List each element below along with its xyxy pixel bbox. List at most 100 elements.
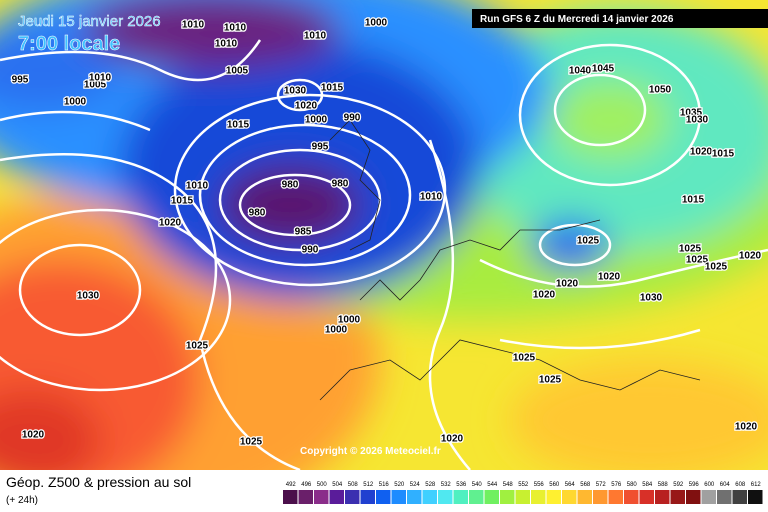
colorbar-label: 608 (735, 482, 746, 488)
colorbar-label: 552 (518, 482, 529, 488)
colorbar-label: 604 (720, 482, 731, 488)
colorbar-label: 504 (332, 482, 343, 488)
isobar-label: 1025 (186, 341, 209, 352)
isobar-label: 1025 (577, 236, 600, 247)
isobar-label: 1000 (325, 325, 348, 336)
isobar-label: 1015 (321, 83, 344, 94)
isobar-label: 1010 (89, 73, 112, 84)
colorbar-label: 568 (580, 482, 591, 488)
colorbar-swatch (717, 490, 732, 504)
colorbar-swatch (670, 490, 685, 504)
isobar-label: 1020 (159, 218, 182, 229)
colorbar-label: 512 (363, 482, 374, 488)
colorbar-label: 536 (456, 482, 467, 488)
colorbar-label: 540 (472, 482, 483, 488)
isobar-label: 1020 (598, 272, 621, 283)
colorbar-swatch (577, 490, 592, 504)
colorbar-label: 584 (642, 482, 653, 488)
isobar-label: 980 (249, 208, 266, 219)
colorbar-label: 596 (689, 482, 700, 488)
colorbar-label: 560 (549, 482, 560, 488)
colorbar: 492 496 500 504 508 512 516 520 524 528 532 536 540 5… (283, 482, 763, 504)
colorbar-swatch (531, 490, 546, 504)
isobar-label: 995 (312, 142, 329, 153)
colorbar-swatch (639, 490, 654, 504)
isobar-label: 1010 (224, 23, 247, 34)
colorbar-swatch (748, 490, 763, 504)
isobar-label: 1005 (226, 66, 249, 77)
colorbar-swatch (515, 490, 530, 504)
isobar-label: 1010 (304, 31, 327, 42)
colorbar-swatch (469, 490, 484, 504)
colorbar-label: 492 (286, 482, 297, 488)
isobar-label: 1030 (77, 291, 100, 302)
colorbar-swatch (329, 490, 344, 504)
colorbar-swatch (562, 490, 577, 504)
colorbar-swatch (624, 490, 639, 504)
colorbar-label: 528 (425, 482, 436, 488)
colorbar-swatch (500, 490, 515, 504)
isobar-label: 1000 (338, 315, 361, 326)
isobar-label: 1010 (215, 39, 238, 50)
time-label: 7:00 locale (18, 33, 120, 55)
isobar-label: 1030 (640, 293, 663, 304)
colorbar-label: 556 (534, 482, 545, 488)
colorbar-label: 496 (301, 482, 312, 488)
isobar-label: 1020 (295, 101, 318, 112)
colorbar-swatch (453, 490, 468, 504)
footer-subtitle: (+ 24h) (6, 495, 38, 506)
colorbar-swatch (314, 490, 329, 504)
isobar-label: 1000 (305, 115, 328, 126)
isobar-label: 1020 (556, 279, 579, 290)
isobar-label: 1025 (539, 375, 562, 386)
isobar-label: 1025 (705, 262, 728, 273)
isobar-label: 990 (302, 245, 319, 256)
colorbar-label: 588 (658, 482, 669, 488)
isobar-label: 1020 (739, 251, 762, 262)
isobar-label: 1040 (569, 66, 592, 77)
colorbar-label: 532 (441, 482, 452, 488)
colorbar-label: 520 (394, 482, 405, 488)
colorbar-swatch (407, 490, 422, 504)
isobar-label: 1005 (84, 80, 107, 91)
isobar-label: 980 (332, 179, 349, 190)
colorbar-label: 564 (565, 482, 576, 488)
colorbar-swatch (546, 490, 561, 504)
run-box (472, 9, 768, 28)
isobar-label: 995 (12, 75, 29, 86)
isobars (0, 39, 768, 470)
colorbar-label: 548 (503, 482, 514, 488)
isobar-label: 1020 (735, 422, 758, 433)
colorbar-swatch (283, 490, 298, 504)
colorbar-swatch (345, 490, 360, 504)
colorbar-label: 576 (611, 482, 622, 488)
isobar-label: 1020 (690, 147, 713, 158)
isobar-label: 1035 (680, 108, 703, 119)
colorbar-swatch (608, 490, 623, 504)
isobar-label: 1025 (679, 244, 702, 255)
isobar-label: 1015 (227, 120, 250, 131)
colorbar-swatch (593, 490, 608, 504)
date-label: Jeudi 15 janvier 2026 (18, 13, 161, 30)
isobar-label: 1010 (182, 20, 205, 31)
isobar-label: 1000 (64, 97, 87, 108)
colorbar-label: 612 (751, 482, 762, 488)
isobar-label: 1015 (682, 195, 705, 206)
colorbar-swatch (732, 490, 747, 504)
isobar-label: 980 (282, 180, 299, 191)
colorbar-label: 508 (348, 482, 359, 488)
isobar-label: 1015 (712, 149, 735, 160)
isobar-label: 990 (344, 113, 361, 124)
colorbar-label: 592 (673, 482, 684, 488)
isobar-label: 985 (295, 227, 312, 238)
isobar-label: 1020 (22, 430, 45, 441)
copyright: Copyright © 2026 Meteociel.fr (300, 446, 441, 457)
colorbar-label: 544 (487, 482, 498, 488)
colorbar-label: 500 (317, 482, 328, 488)
colorbar-label: 524 (410, 482, 421, 488)
isobar-label: 1020 (441, 434, 464, 445)
run-label: Run GFS 6 Z du Mercredi 14 janvier 2026 (480, 14, 674, 25)
isobar-label: 1015 (171, 196, 194, 207)
